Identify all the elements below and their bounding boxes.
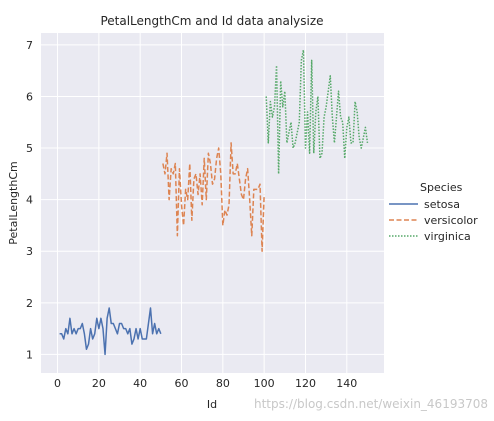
x-tick-label: 120 (295, 377, 316, 390)
legend-label-versicolor: versicolor (424, 214, 478, 227)
x-axis-label: Id (207, 398, 217, 411)
x-tick-labels: 0 20 40 60 80 100 120 140 (54, 377, 357, 390)
chart-title: PetalLengthCm and Id data analysize (100, 14, 323, 28)
x-tick-label: 20 (92, 377, 106, 390)
y-tick-label: 2 (26, 297, 33, 310)
y-tick-label: 7 (26, 39, 33, 52)
x-tick-label: 140 (336, 377, 357, 390)
legend: Species setosa versicolor virginica (389, 181, 478, 243)
legend-label-setosa: setosa (424, 198, 460, 211)
series-line-versicolor (162, 142, 265, 252)
x-tick-label: 60 (175, 377, 189, 390)
plot-background (41, 33, 384, 373)
series-line-setosa (59, 307, 162, 356)
x-tick-label: 100 (254, 377, 275, 390)
series-layer (59, 49, 369, 356)
y-tick-label: 5 (26, 142, 33, 155)
y-tick-label: 4 (26, 194, 33, 207)
y-tick-label: 3 (26, 245, 33, 258)
legend-label-virginica: virginica (424, 230, 471, 243)
legend-title: Species (420, 181, 463, 194)
x-tick-label: 0 (54, 377, 61, 390)
y-tick-labels: 1 2 3 4 5 6 7 (26, 39, 33, 362)
y-tick-label: 6 (26, 90, 33, 103)
series-line-virginica (265, 49, 369, 175)
x-tick-label: 80 (216, 377, 230, 390)
y-axis-label: PetalLengthCm (7, 161, 20, 244)
watermark: https://blog.csdn.net/weixin_46193708 (254, 397, 488, 411)
y-tick-label: 1 (26, 348, 33, 361)
x-tick-label: 40 (133, 377, 147, 390)
